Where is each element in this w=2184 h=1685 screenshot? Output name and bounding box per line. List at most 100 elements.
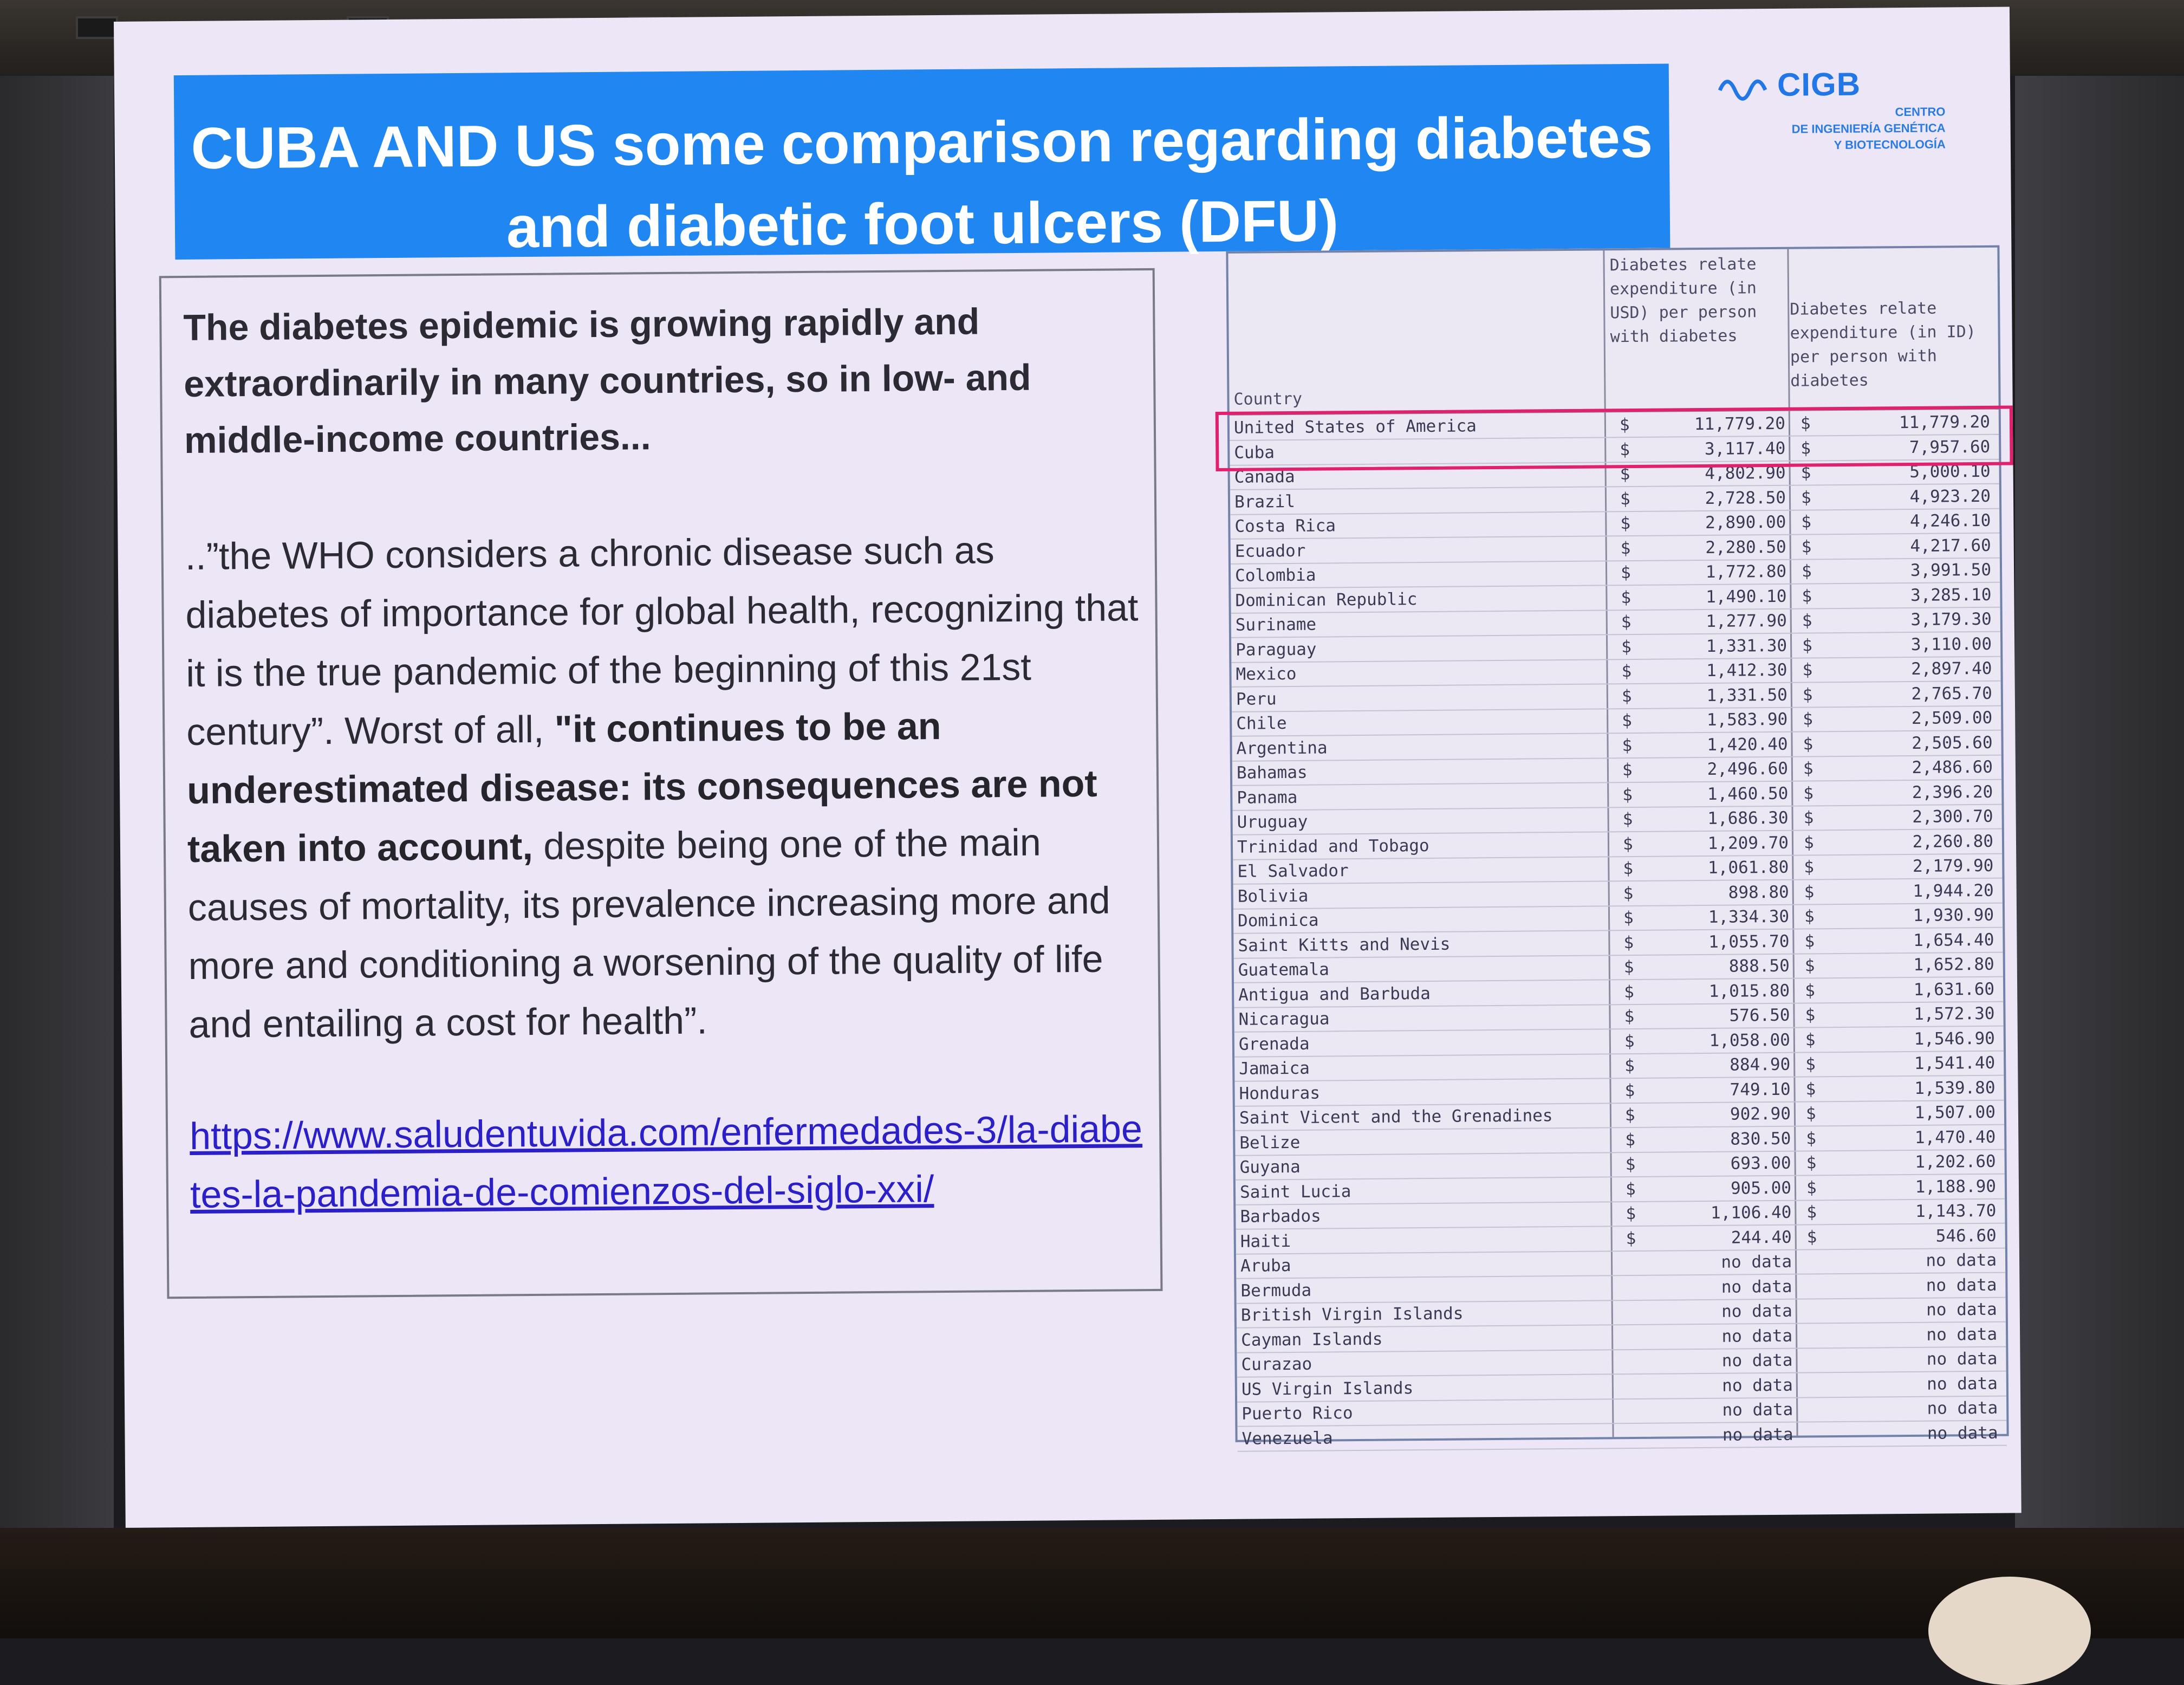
currency-cell: $ xyxy=(1626,1228,1636,1248)
country-cell: Mexico xyxy=(1236,664,1297,684)
usd-value-cell: 1,331.30 xyxy=(1706,636,1787,656)
title-bar: CUBA AND US some comparison regarding di… xyxy=(173,63,1670,260)
currency-cell: $ xyxy=(1622,735,1633,755)
id-value-cell: 2,509.00 xyxy=(1911,708,1993,728)
usd-value-cell: 1,106.40 xyxy=(1710,1202,1792,1223)
currency-cell: $ xyxy=(1620,563,1631,583)
us-cuba-highlight xyxy=(1215,405,2013,472)
currency-cell: $ xyxy=(1621,587,1632,607)
currency-cell: $ xyxy=(1623,859,1634,879)
country-cell: Colombia xyxy=(1234,565,1316,586)
country-cell: Costa Rica xyxy=(1234,516,1336,536)
id-value-cell: 2,505.60 xyxy=(1912,733,1993,753)
id-value-cell: 2,486.60 xyxy=(1912,757,1993,777)
currency-cell: $ xyxy=(1803,832,1814,853)
country-cell: Antigua and Barbuda xyxy=(1238,983,1431,1005)
usd-value-cell: 1,583.90 xyxy=(1706,709,1788,730)
id-value-cell: no data xyxy=(1927,1398,1998,1418)
id-value-cell: 1,470.40 xyxy=(1914,1127,1996,1148)
country-cell: Saint Kitts and Nevis xyxy=(1238,934,1451,956)
usd-value-cell: 2,496.60 xyxy=(1707,759,1789,779)
currency-cell: $ xyxy=(1803,808,1814,828)
currency-cell: $ xyxy=(1624,1105,1635,1125)
id-value-cell: 1,539.80 xyxy=(1914,1078,1995,1098)
currency-cell: $ xyxy=(1625,1130,1636,1150)
currency-cell: $ xyxy=(1626,1203,1636,1224)
quote-paragraph: ..”the WHO considers a chronic disease s… xyxy=(185,520,1142,1054)
id-value-cell: 2,260.80 xyxy=(1912,831,1994,852)
country-cell: Jamaica xyxy=(1239,1058,1310,1079)
id-value-cell: 546.60 xyxy=(1935,1226,1997,1246)
country-cell: Cayman Islands xyxy=(1241,1329,1383,1350)
country-cell: Paraguay xyxy=(1236,639,1317,660)
country-cell: Ecuador xyxy=(1234,541,1306,561)
currency-cell: $ xyxy=(1802,684,1813,705)
country-cell: Brazil xyxy=(1234,491,1296,512)
currency-cell: $ xyxy=(1805,1029,1816,1050)
country-cell: Curazao xyxy=(1241,1354,1312,1375)
usd-value-cell: 1,420.40 xyxy=(1707,734,1788,755)
usd-value-cell: no data xyxy=(1722,1399,1793,1420)
country-cell: Nicaragua xyxy=(1238,1009,1330,1029)
currency-cell: $ xyxy=(1806,1153,1817,1173)
id-value-cell: 1,546.90 xyxy=(1914,1028,1995,1049)
id-value-cell: 1,143.70 xyxy=(1915,1201,1997,1221)
id-value-cell: 3,110.00 xyxy=(1910,634,1992,654)
usd-value-cell: 576.50 xyxy=(1729,1005,1790,1026)
currency-cell: $ xyxy=(1622,711,1633,731)
id-value-cell: 2,897.40 xyxy=(1911,658,1992,679)
usd-value-cell: 898.80 xyxy=(1728,882,1789,903)
country-cell: US Virgin Islands xyxy=(1241,1378,1414,1399)
country-cell: Grenada xyxy=(1238,1034,1310,1054)
usd-value-cell: no data xyxy=(1721,1326,1793,1346)
ceiling-light xyxy=(76,16,118,39)
id-value-cell: 3,179.30 xyxy=(1910,609,1992,630)
id-value-cell: no data xyxy=(1926,1250,1997,1271)
usd-value-cell: 905.00 xyxy=(1730,1178,1792,1198)
logo-name: CIGB xyxy=(1777,66,1861,103)
currency-cell: $ xyxy=(1804,857,1815,877)
usd-value-cell: no data xyxy=(1721,1276,1792,1297)
usd-value-cell: no data xyxy=(1722,1375,1793,1396)
usd-value-cell: 1,058.00 xyxy=(1709,1030,1790,1051)
currency-cell: $ xyxy=(1623,908,1634,928)
id-value-cell: 4,217.60 xyxy=(1910,535,1991,556)
currency-cell: $ xyxy=(1621,662,1632,682)
country-cell: Uruguay xyxy=(1237,812,1308,832)
id-value-cell: 1,631.60 xyxy=(1913,979,1995,1000)
country-cell: Bolivia xyxy=(1237,886,1309,906)
country-cell: Honduras xyxy=(1239,1083,1321,1104)
id-value-cell: 3,991.50 xyxy=(1910,560,1992,580)
audience-area xyxy=(0,1528,2184,1638)
source-link[interactable]: https://www.saludentuvida.com/enfermedad… xyxy=(189,1107,1143,1216)
currency-cell: $ xyxy=(1621,686,1632,706)
usd-value-cell: no data xyxy=(1722,1424,1793,1445)
wall-left xyxy=(0,76,114,1539)
currency-cell: $ xyxy=(1620,514,1631,534)
currency-cell: $ xyxy=(1804,980,1815,1001)
country-cell: Bahamas xyxy=(1236,762,1308,783)
currency-cell: $ xyxy=(1805,1104,1816,1124)
country-cell: Panama xyxy=(1237,787,1298,808)
audience-head xyxy=(1928,1577,2091,1685)
currency-cell: $ xyxy=(1622,760,1633,780)
country-cell: Argentina xyxy=(1236,737,1328,759)
cigb-logo: CIGB CENTRO DE INGENIERÍA GENÉTICA Y BIO… xyxy=(1718,66,1946,166)
usd-value-cell: 1,331.50 xyxy=(1706,685,1787,705)
country-cell: Chile xyxy=(1236,714,1287,734)
currency-cell: $ xyxy=(1803,759,1813,779)
id-value-cell: 4,246.10 xyxy=(1909,510,1991,531)
currency-cell: $ xyxy=(1805,1079,1816,1099)
currency-cell: $ xyxy=(1802,660,1813,680)
text-box: The diabetes epidemic is growing rapidly… xyxy=(159,268,1163,1299)
usd-value-cell: 1,490.10 xyxy=(1705,586,1787,607)
currency-cell: $ xyxy=(1805,1054,1816,1074)
country-cell: Bermuda xyxy=(1240,1280,1312,1301)
usd-value-cell: 2,890.00 xyxy=(1705,512,1786,533)
usd-value-cell: 1,277.90 xyxy=(1706,611,1787,631)
country-cell: Haiti xyxy=(1240,1231,1291,1252)
id-value-cell: 1,652.80 xyxy=(1913,954,1994,975)
country-cell: Aruba xyxy=(1240,1256,1291,1276)
currency-cell: $ xyxy=(1622,809,1633,829)
table-header: Country Diabetes relate expenditure (in … xyxy=(1228,247,1999,416)
